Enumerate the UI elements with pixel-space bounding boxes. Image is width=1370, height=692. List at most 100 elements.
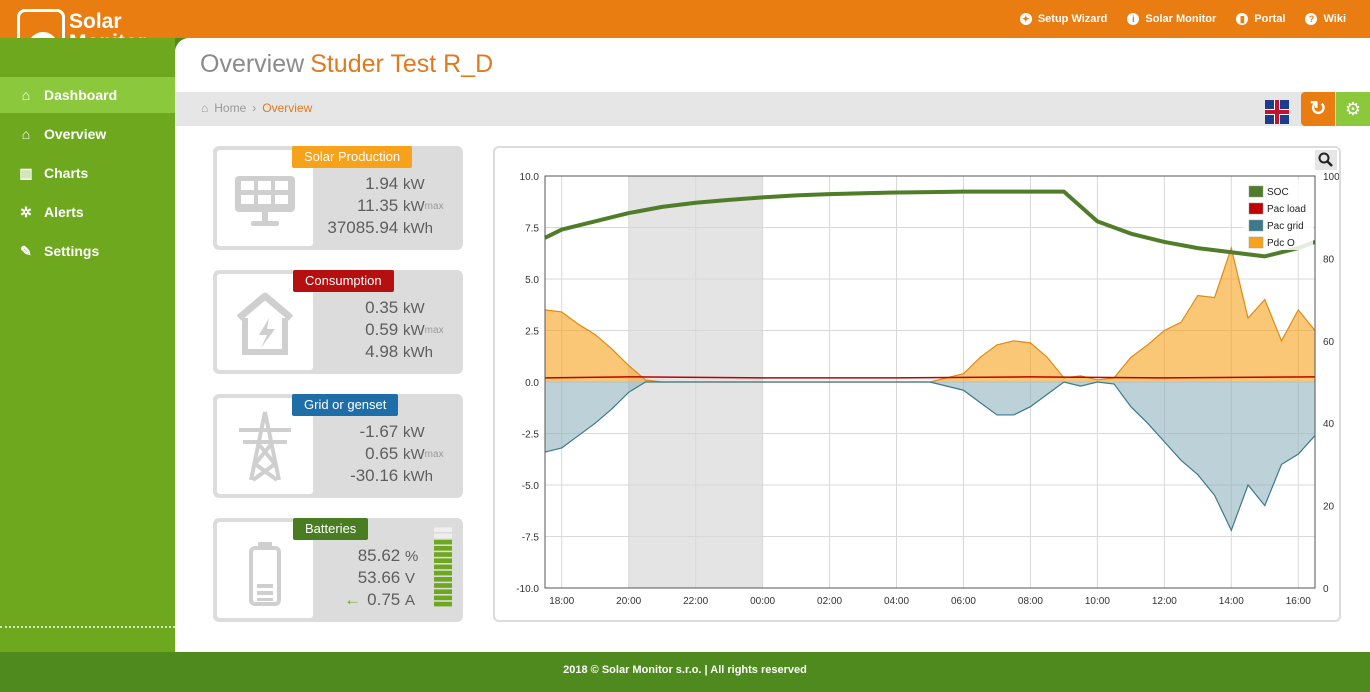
main-panel: Overview Studer Test R_D ⌂ Home › Overview ↻…	[175, 38, 1370, 652]
legend-swatch	[1249, 186, 1263, 197]
y-left-tick-label: -5.0	[522, 481, 540, 492]
info-icon: i	[1127, 13, 1139, 25]
zoom-icon[interactable]	[1315, 150, 1337, 170]
max-label: max	[425, 201, 444, 212]
setup-wizard-label: Setup Wizard	[1038, 13, 1108, 25]
x-tick-label: 04:00	[884, 596, 909, 607]
battery-soc-unit: %	[405, 546, 427, 567]
chart-panel: 10.0 7.5 5.0 2.5 0.0 -2.5 -5.0 -7.5 -10.0 100 80 60…	[493, 146, 1341, 622]
battery-level-segment	[434, 577, 452, 582]
sidebar-item-overview[interactable]: ⌂ Overview	[0, 116, 175, 152]
setup-wizard-link[interactable]: ✦ Setup Wizard	[1020, 13, 1108, 25]
y-left-tick-label: 5.0	[525, 275, 539, 286]
settings-button[interactable]: ⚙	[1336, 92, 1370, 126]
consumption-energy-value: 4.98	[365, 342, 398, 361]
consumption-energy-unit: kWh	[403, 342, 441, 363]
battery-level-segment	[434, 527, 452, 532]
portal-label: Portal	[1254, 13, 1285, 25]
battery-level-segment	[434, 558, 452, 563]
breadcrumb-home[interactable]: Home	[214, 101, 246, 115]
refresh-button[interactable]: ↻	[1301, 92, 1335, 126]
grid-card: Grid or genset -1.67 kW 0.65 kWmax -30.1…	[213, 394, 463, 498]
sidebar-item-charts[interactable]: ▥ Charts	[0, 155, 175, 191]
batteries-badge: Batteries	[293, 518, 368, 540]
legend-swatch	[1249, 220, 1263, 231]
breadcrumb: ⌂ Home › Overview ↻ ⚙	[175, 92, 1370, 126]
grid-badge: Grid or genset	[292, 394, 398, 416]
solar-energy-unit: kWh	[403, 218, 441, 239]
max-label: max	[425, 449, 444, 460]
battery-level-segment	[434, 565, 452, 570]
page-title-text: Overview	[200, 50, 304, 78]
y-left-tick-label: 10.0	[520, 172, 540, 183]
grid-current-value: -1.67	[360, 422, 399, 441]
wiki-label: Wiki	[1323, 13, 1346, 25]
footer-text: 2018 © Solar Monitor s.r.o. | All rights…	[563, 664, 807, 676]
grid-current-unit: kW	[403, 422, 441, 443]
sidebar-item-settings[interactable]: ✎ Settings	[0, 233, 175, 269]
bell-icon: ✲	[18, 204, 34, 221]
uk-flag-icon[interactable]	[1265, 100, 1289, 124]
page-title: Overview Studer Test R_D	[200, 50, 493, 79]
solar-production-badge: Solar Production	[292, 146, 412, 168]
battery-level-segment	[434, 540, 452, 545]
battery-level-segment	[434, 589, 452, 594]
wiki-link[interactable]: ? Wiki	[1305, 13, 1346, 25]
legend-swatch	[1249, 237, 1263, 248]
legend-label[interactable]: Pdc O	[1267, 238, 1295, 249]
legend-label[interactable]: Pac grid	[1267, 221, 1304, 232]
batteries-card: Batteries 85.62 % 53.66 V ← 0.75 A	[213, 518, 463, 622]
solar-monitor-link[interactable]: i Solar Monitor	[1127, 13, 1216, 25]
breadcrumb-current: Overview	[262, 101, 312, 115]
battery-level-segment	[434, 571, 452, 576]
grid-energy-value: -30.16	[350, 466, 398, 485]
x-tick-label: 06:00	[951, 596, 976, 607]
bar-chart-icon: ▥	[18, 165, 34, 182]
battery-current-unit: A	[405, 590, 427, 611]
legend-label[interactable]: SOC	[1267, 187, 1289, 198]
battery-voltage-unit: V	[405, 568, 427, 589]
battery-level-segment	[434, 602, 452, 607]
y-right-tick-label: 20	[1323, 502, 1335, 513]
battery-current-value: 0.75	[367, 590, 400, 609]
y-left-tick-label: 7.5	[525, 224, 539, 235]
y-left-tick-label: -2.5	[522, 430, 540, 441]
sidebar-item-alerts[interactable]: ✲ Alerts	[0, 194, 175, 230]
portal-link[interactable]: ▮ Portal	[1236, 13, 1285, 25]
battery-level-segment	[434, 552, 452, 557]
chart-legend: SOC Pac load Pac grid Pdc O	[1243, 180, 1313, 250]
sidebar-item-label: Settings	[44, 243, 99, 259]
consumption-badge: Consumption	[293, 270, 394, 292]
x-tick-label: 02:00	[817, 596, 842, 607]
solar-max-value: 11.35	[357, 196, 398, 215]
battery-voltage-value: 53.66	[358, 568, 401, 587]
solar-max-unit: kW	[403, 198, 425, 215]
x-tick-label: 16:00	[1286, 596, 1311, 607]
x-tick-label: 12:00	[1152, 596, 1177, 607]
battery-soc-value: 85.62	[358, 546, 401, 565]
legend-label[interactable]: Pac load	[1267, 204, 1306, 215]
home-icon: ⌂	[18, 87, 34, 103]
sidebar-item-label: Dashboard	[44, 87, 117, 103]
sidebar-item-label: Alerts	[44, 204, 84, 220]
sidebar-item-dashboard[interactable]: ⌂ Dashboard	[0, 77, 175, 113]
solar-current-unit: kW	[403, 174, 441, 195]
battery-level-segment	[434, 583, 452, 588]
legend-swatch	[1249, 203, 1263, 214]
consumption-max-value: 0.59	[365, 320, 398, 339]
bar-chart-icon: ▮	[1236, 13, 1248, 25]
consumption-card: Consumption 0.35 kW 0.59 kWmax 4.98 kWh	[213, 270, 463, 374]
battery-level-gauge	[434, 526, 452, 608]
consumption-current-unit: kW	[403, 298, 441, 319]
x-tick-label: 18:00	[549, 596, 574, 607]
grid-energy-unit: kWh	[403, 466, 441, 487]
x-tick-label: 20:00	[616, 596, 641, 607]
x-tick-label: 14:00	[1219, 596, 1244, 607]
sidebar-divider	[0, 626, 175, 628]
arrow-left-icon: ←	[344, 590, 361, 609]
grid-max-value: 0.65	[365, 444, 398, 463]
chevron-right-icon: ›	[252, 101, 256, 115]
y-right-tick-label: 80	[1323, 254, 1335, 265]
energy-chart[interactable]: 10.0 7.5 5.0 2.5 0.0 -2.5 -5.0 -7.5 -10.0 100 80 60…	[495, 148, 1339, 620]
